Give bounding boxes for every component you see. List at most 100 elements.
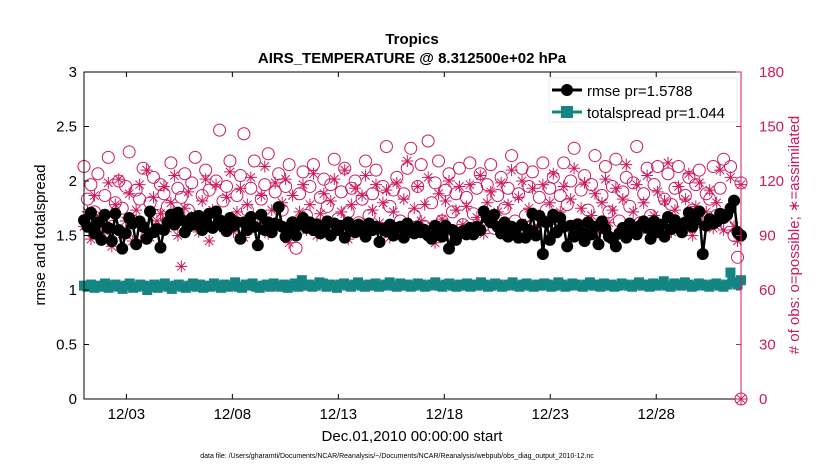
assimilated-obs-point [564,193,577,206]
possible-obs-point [432,154,446,168]
possible-obs-point [174,190,188,204]
possible-obs-point [421,134,435,148]
assimilated-obs-point [317,187,330,200]
possible-obs-point [623,199,637,213]
assimilated-obs-point [627,205,640,218]
possible-obs-point [647,178,661,192]
rmse-point [154,241,167,254]
possible-obs-point [567,141,581,155]
assimilated-obs-point [147,191,160,204]
assimilated-obs-point [470,211,483,224]
possible-obs-point [414,158,428,172]
rmse-point [693,205,706,218]
assimilated-obs-point [620,158,633,171]
assimilated-obs-point [502,198,515,211]
assimilated-obs-point [724,171,737,184]
rmse-point [436,230,449,243]
assimilated-obs-point [376,196,389,209]
assimilated-obs-point [408,202,421,215]
possible-obs-point [303,179,317,193]
possible-obs-point [609,152,623,166]
rmse-point [620,231,633,244]
assimilated-obs-point [637,196,650,209]
assimilated-obs-point [422,171,435,184]
x-tick-label: 12/03 [108,406,146,423]
assimilated-obs-point [453,180,466,193]
rmse-point [102,221,115,234]
series-totalspread [79,267,746,295]
assimilated-obs-point [578,176,591,189]
rmse-point [561,240,574,253]
possible-obs-point [247,154,261,168]
possible-obs-point [706,159,720,173]
rmse-point [251,239,264,252]
possible-obs-point [261,147,275,161]
assimilated-obs-point [411,180,424,193]
assimilated-obs-point [602,216,615,229]
rmse-point [116,242,129,255]
possible-obs-point [80,192,94,206]
possible-obs-point [731,250,745,264]
y-axis-label: rmse and totalspread [32,165,49,306]
assimilated-obs-point [203,234,216,247]
assimilated-obs-point [269,176,282,189]
assimilated-obs-point [390,176,403,189]
legend-box [548,77,738,123]
possible-obs-point [237,127,251,141]
rmse-point [474,224,487,237]
y2-tick-label: 30 [759,337,776,354]
assimilated-obs-point [307,167,320,180]
legend-spread-marker [561,106,573,118]
assimilated-obs-point [728,220,741,233]
assimilated-obs-point [314,207,327,220]
rmse-point [137,220,150,233]
possible-obs-point [216,194,230,208]
assimilated-obs-point [182,185,195,198]
assimilated-obs-point [526,182,539,195]
rmse-point [682,206,695,219]
y2-tick-label: 90 [759,228,776,245]
rmse-point [109,207,122,220]
assimilated-obs-point [575,202,588,215]
assimilated-obs-point [168,169,181,182]
possible-obs-point [164,156,178,170]
assimilated-obs-point [463,178,476,191]
assimilated-obs-point [387,205,400,218]
assimilated-obs-point [436,213,449,226]
assimilated-obs-point [599,173,612,186]
assimilated-obs-point [133,178,146,191]
y-tick-label: 3 [69,64,77,81]
rmse-point [84,206,97,219]
assimilated-obs-point [543,196,556,209]
assimilated-obs-point [589,187,601,200]
possible-obs-point [404,141,418,155]
rmse-point [234,232,247,245]
possible-obs-point [671,159,685,173]
chart-title: Tropics [385,31,438,48]
assimilated-obs-point [303,198,316,211]
possible-obs-point [452,161,466,175]
assimilated-obs-point [224,165,236,178]
assimilated-obs-point [557,180,570,193]
assimilated-obs-point [432,187,445,200]
possible-obs-point [147,170,161,184]
possible-obs-point [101,150,115,164]
rmse-point [98,208,111,221]
possible-obs-point [296,165,310,179]
chart-subtitle: AIRS_TEMPERATURE @ 8.312500e+02 hPa [258,50,567,67]
y2-tick-label: 180 [759,64,784,81]
rmse-point [655,218,668,231]
rmse-point [338,231,351,244]
assimilated-obs-point [210,178,223,191]
possible-obs-point [359,154,373,168]
assimilated-obs-point [651,185,664,198]
assimilated-obs-point [227,225,240,238]
assimilated-obs-point [230,205,243,218]
rmse-point [144,205,157,218]
legend-rmse-marker [561,84,573,96]
possible-obs-point [282,158,296,172]
rmse-point [443,242,455,255]
assimilated-obs-point [157,180,170,193]
rmse-point [592,238,605,251]
possible-obs-point [84,178,98,192]
